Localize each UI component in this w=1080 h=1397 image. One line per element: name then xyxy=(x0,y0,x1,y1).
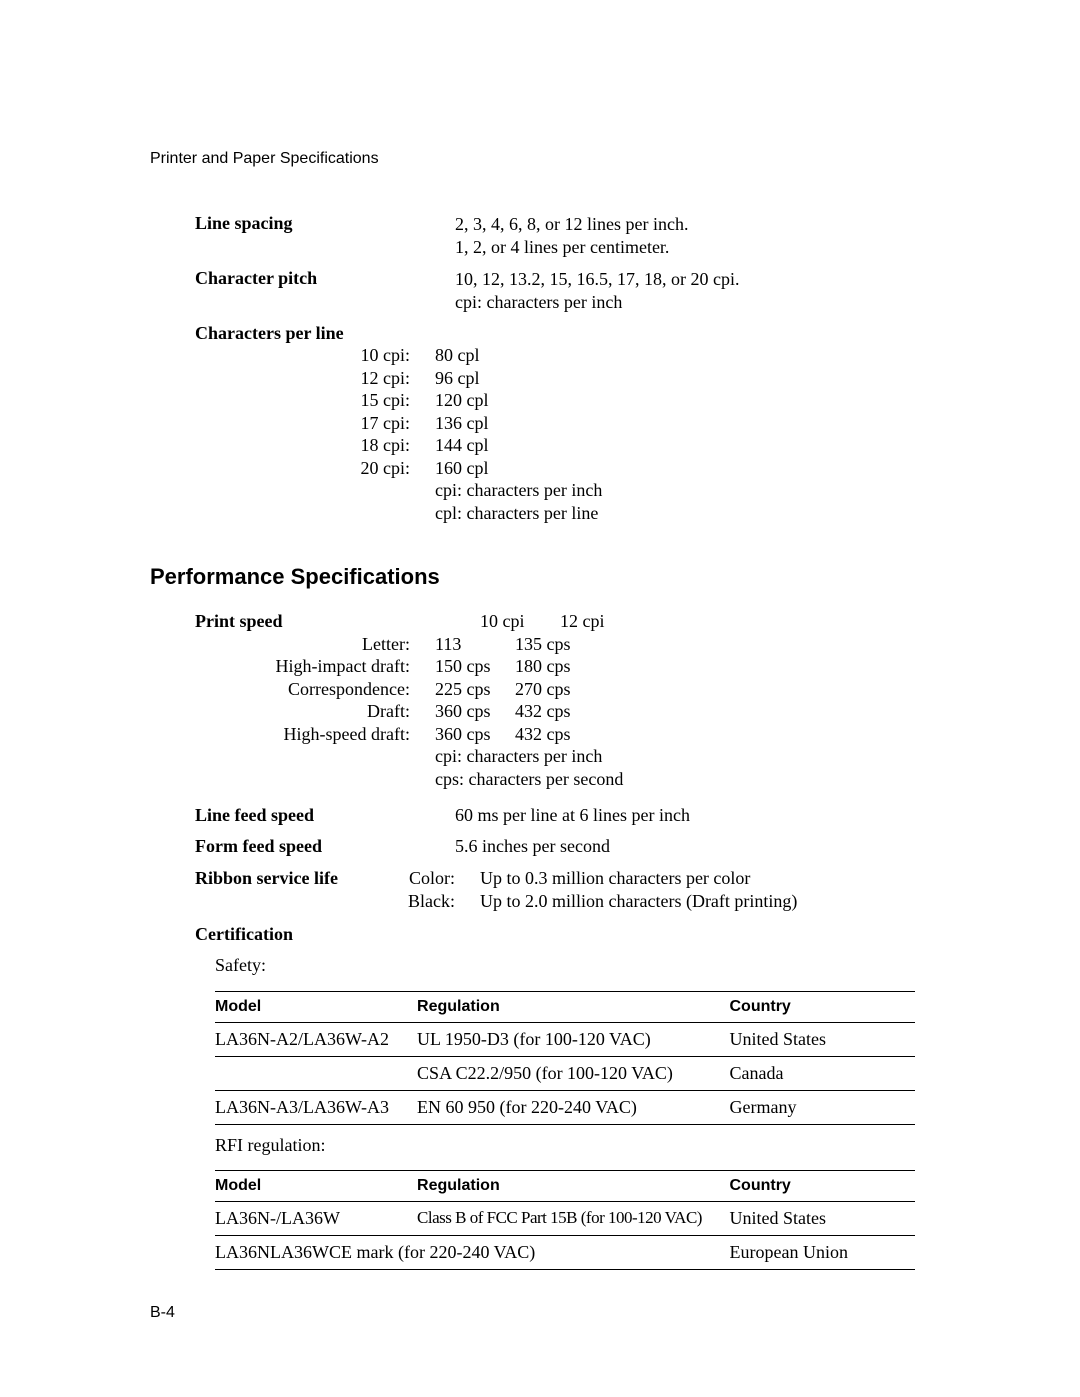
ribbon-val-1: Up to 0.3 million characters per color xyxy=(480,867,930,890)
safety-r0-reg: UL 1950-D3 (for 100-120 VAC) xyxy=(417,1023,729,1057)
speed-12-4: 432 cps xyxy=(515,723,930,746)
form-feed-value: 5.6 inches per second xyxy=(455,836,930,857)
cpl-note-2: cpl: characters per line xyxy=(435,502,930,525)
speed-10-4: 360 cps xyxy=(435,723,515,746)
rfi-table: Model Regulation Country LA36N-/LA36W Cl… xyxy=(215,1170,915,1270)
safety-r2-reg: EN 60 950 (for 220-240 VAC) xyxy=(417,1091,729,1125)
label-char-pitch: Character pitch xyxy=(195,268,317,288)
spec-cpl-label: Characters per line xyxy=(150,323,930,344)
cpl-val-2: 120 cpl xyxy=(435,389,930,412)
cpl-cpi-5: 20 cpi: xyxy=(150,457,435,480)
label-print-speed: Print speed xyxy=(195,611,283,631)
rfi-r0-country: United States xyxy=(730,1202,916,1236)
rfi-r0-reg: Class B of FCC Part 15B (for 100-120 VAC… xyxy=(417,1202,729,1236)
cpl-note-1: cpi: characters per inch xyxy=(435,479,930,502)
speed-name-4: High-speed draft: xyxy=(150,723,435,746)
cpl-cpi-2: 15 cpi: xyxy=(150,389,435,412)
spec-form-feed: Form feed speed 5.6 inches per second xyxy=(150,836,930,857)
label-ribbon: Ribbon service life xyxy=(195,868,338,888)
line-spacing-value-1: 2, 3, 4, 6, 8, or 12 lines per inch. xyxy=(455,213,930,236)
speed-name-3: Draft: xyxy=(150,700,435,723)
rfi-r1-model: LA36NLA36WCE mark (for 220-240 VAC) xyxy=(215,1236,730,1270)
speed-name-0: Letter: xyxy=(150,633,435,656)
rfi-r0-model: LA36N-/LA36W xyxy=(215,1202,417,1236)
spec-certification: Certification xyxy=(150,924,930,945)
rfi-hdr-reg: Regulation xyxy=(417,1171,729,1202)
spec-line-spacing: Line spacing 2, 3, 4, 6, 8, or 12 lines … xyxy=(150,213,930,258)
label-form-feed: Form feed speed xyxy=(195,836,322,856)
cpl-val-1: 96 cpl xyxy=(435,367,930,390)
safety-r0-country: United States xyxy=(730,1023,916,1057)
label-certification: Certification xyxy=(195,924,293,944)
rfi-hdr-model: Model xyxy=(215,1171,417,1202)
line-spacing-value-2: 1, 2, or 4 lines per centimeter. xyxy=(455,236,930,259)
speed-10-2: 225 cps xyxy=(435,678,515,701)
speed-name-1: High-impact draft: xyxy=(150,655,435,678)
label-cpl: Characters per line xyxy=(195,323,344,343)
ribbon-val-2: Up to 2.0 million characters (Draft prin… xyxy=(480,890,930,913)
label-line-feed: Line feed speed xyxy=(195,805,314,825)
speed-12-2: 270 cps xyxy=(515,678,930,701)
safety-r0-model: LA36N-A2/LA36W-A2 xyxy=(215,1023,417,1057)
spec-char-pitch: Character pitch 10, 12, 13.2, 15, 16.5, … xyxy=(150,268,930,313)
speed-10-0: 113 xyxy=(435,633,515,656)
cpl-val-3: 136 cpl xyxy=(435,412,930,435)
cpl-val-4: 144 cpl xyxy=(435,434,930,457)
cpl-val-0: 80 cpl xyxy=(435,344,930,367)
speed-12-3: 432 cps xyxy=(515,700,930,723)
ribbon-sub-2: Black: xyxy=(385,890,480,913)
speed-10-3: 360 cps xyxy=(435,700,515,723)
speed-12-1: 180 cps xyxy=(515,655,930,678)
performance-heading: Performance Specifications xyxy=(150,564,930,590)
speed-note-2: cps: characters per second xyxy=(435,768,623,791)
ribbon-sub-1: Color: xyxy=(385,867,480,890)
speed-10-1: 150 cps xyxy=(435,655,515,678)
rfi-hdr-country: Country xyxy=(730,1171,916,1202)
char-pitch-value-2: cpi: characters per inch xyxy=(455,291,930,314)
safety-hdr-reg: Regulation xyxy=(417,992,729,1023)
line-feed-value: 60 ms per line at 6 lines per inch xyxy=(455,805,930,826)
speed-note-1: cpi: characters per inch xyxy=(435,745,602,768)
speed-name-2: Correspondence: xyxy=(150,678,435,701)
page-number: B-4 xyxy=(150,1304,175,1322)
speed-12-0: 135 cps xyxy=(515,633,930,656)
cpl-val-5: 160 cpl xyxy=(435,457,930,480)
char-pitch-value-1: 10, 12, 13.2, 15, 16.5, 17, 18, or 20 cp… xyxy=(455,268,930,291)
cert-safety-label: Safety: xyxy=(150,955,930,976)
spec-line-feed: Line feed speed 60 ms per line at 6 line… xyxy=(150,805,930,826)
safety-r1-reg: CSA C22.2/950 (for 100-120 VAC) xyxy=(417,1057,729,1091)
safety-r2-model: LA36N-A3/LA36W-A3 xyxy=(215,1091,417,1125)
speed-hdr-10: 10 cpi xyxy=(480,610,560,633)
page-header: Printer and Paper Specifications xyxy=(150,150,930,168)
cpl-cpi-4: 18 cpi: xyxy=(150,434,435,457)
safety-r1-country: Canada xyxy=(730,1057,916,1091)
rfi-r1-country: European Union xyxy=(730,1236,916,1270)
spec-ribbon: Ribbon service life Color: Up to 0.3 mil… xyxy=(150,867,930,890)
safety-r2-country: Germany xyxy=(730,1091,916,1125)
safety-r1-model xyxy=(215,1057,417,1091)
speed-hdr-12: 12 cpi xyxy=(560,610,930,633)
safety-hdr-country: Country xyxy=(730,992,916,1023)
cpl-cpi-1: 12 cpi: xyxy=(150,367,435,390)
label-line-spacing: Line spacing xyxy=(195,213,293,233)
safety-table: Model Regulation Country LA36N-A2/LA36W-… xyxy=(215,991,915,1162)
cpl-cpi-0: 10 cpi: xyxy=(150,344,435,367)
safety-hdr-model: Model xyxy=(215,992,417,1023)
cpl-cpi-3: 17 cpi: xyxy=(150,412,435,435)
cert-rfi-label: RFI regulation: xyxy=(215,1125,915,1163)
page: Printer and Paper Specifications Line sp… xyxy=(0,0,1080,1397)
